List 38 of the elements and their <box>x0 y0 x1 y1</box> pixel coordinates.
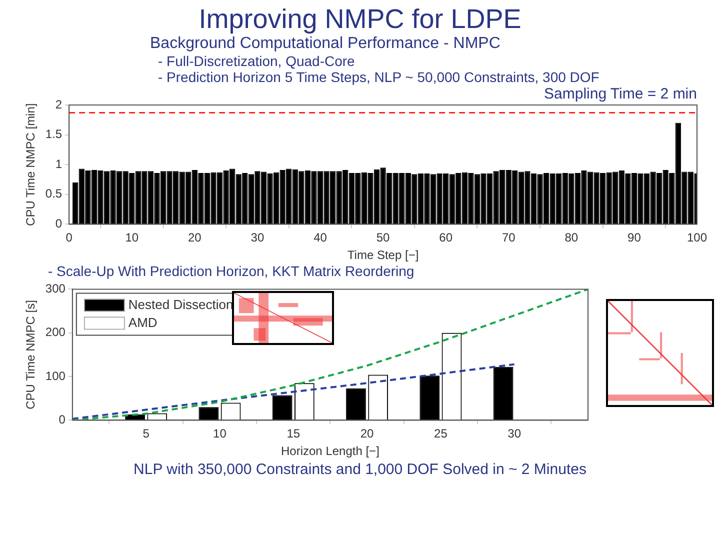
chart-title: Improving NMPC for LDPE <box>198 3 522 35</box>
y-tick-label: 300 <box>45 282 66 296</box>
y-tick-label: 1.5 <box>45 127 62 142</box>
x-tick-label: 20 <box>360 426 374 441</box>
x-tick-label: 100 <box>686 230 708 245</box>
x-tick-label: 25 <box>434 426 448 441</box>
x-tick-label: 30 <box>250 230 264 245</box>
x-tick-label: 70 <box>502 230 516 245</box>
x-tick-label: 20 <box>188 230 202 245</box>
y-axis-title: CPU Time NMPC [min] <box>24 103 38 226</box>
chart-subtitle: Background Computational Performance - NMPC <box>149 35 502 53</box>
y-tick-label: 1 <box>55 156 62 171</box>
y-tick-label: 0.5 <box>45 186 62 201</box>
y-axis-title: CPU Time NMPC [s] <box>24 300 38 410</box>
y-tick-label: 200 <box>45 325 66 340</box>
x-tick-label: 10 <box>125 230 139 245</box>
y-tick-label: 2 <box>55 97 62 112</box>
y-tick-label: 100 <box>45 368 66 383</box>
x-tick-label: 30 <box>508 426 522 441</box>
y-tick-label: 0 <box>55 216 62 231</box>
text: NLP with 350,000 Constraints and 1,000 DOF Solved in ~ 2 Minutes <box>132 461 588 478</box>
x-axis-title: Time Step [−] <box>347 248 419 262</box>
legend-label: Nested Dissection <box>128 296 234 312</box>
x-axis-title: Horizon Length [−] <box>281 444 380 458</box>
text: - Prediction Horizon 5 Time Steps, NLP ~ 50,000 Constraints, 300 DOF <box>157 69 600 85</box>
x-tick-label: 60 <box>439 230 453 245</box>
x-tick-label: 10 <box>213 426 227 441</box>
ref-line-label: Sampling Time = 2 min <box>544 86 697 103</box>
y-tick-label: 0 <box>58 412 66 427</box>
x-tick-label: 40 <box>314 230 328 245</box>
text: - Full-Discretization, Quad-Core <box>157 53 356 69</box>
x-tick-label: 80 <box>564 230 578 245</box>
legend-label: AMD <box>128 314 158 330</box>
x-tick-label: 50 <box>376 230 390 245</box>
x-tick-label: 5 <box>142 426 150 441</box>
chart-subtitle: - Scale-Up With Prediction Horizon, KKT Matrix Reordering <box>47 263 416 279</box>
x-tick-label: 15 <box>286 426 300 441</box>
x-tick-label: 90 <box>628 230 642 245</box>
